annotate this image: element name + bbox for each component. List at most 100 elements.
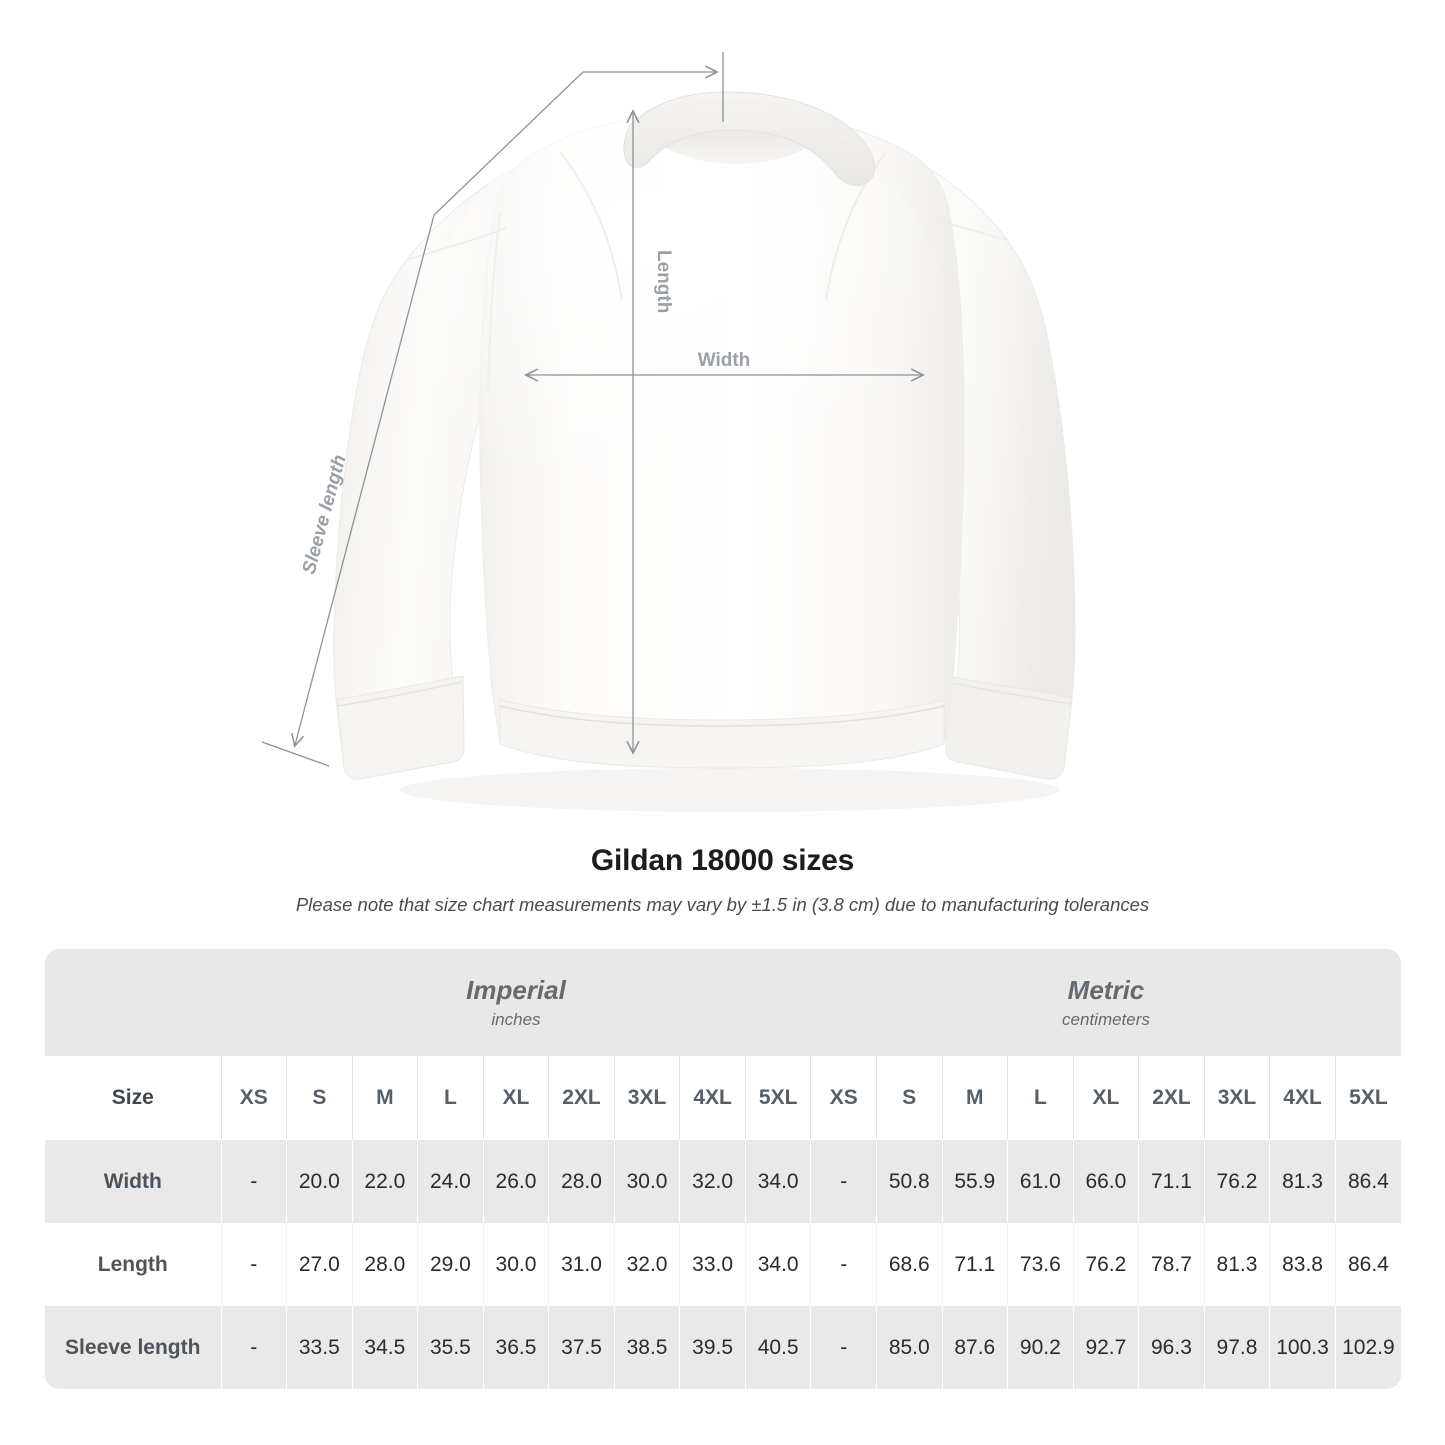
right-cuff (945, 675, 1073, 780)
size-header-imperial-3xl: 3XL (613, 1056, 680, 1140)
cell-sleeve-length-in-xs: - (220, 1306, 287, 1389)
page-title: Gildan 18000 sizes (590, 844, 855, 877)
cell-width-cm-2xl: 71.1 (1138, 1140, 1205, 1223)
size-header-imperial-xl: XL (482, 1056, 549, 1140)
unit-group-name: Metric (1067, 974, 1145, 1005)
size-header-metric-5xl: 5XL (1334, 1056, 1401, 1140)
unit-row-spacer (45, 949, 221, 1056)
cell-sleeve-length-cm-m: 87.6 (941, 1306, 1008, 1389)
cell-width-cm-xs: - (810, 1140, 877, 1223)
cell-sleeve-length-cm-s: 85.0 (875, 1306, 943, 1389)
cell-width-in-m: 22.0 (351, 1140, 418, 1223)
cell-sleeve-length-in-l: 35.5 (417, 1306, 484, 1389)
cell-width-in-l: 24.0 (417, 1140, 484, 1223)
size-header-metric-2xl: 2XL (1138, 1056, 1205, 1140)
table-row: Width -20.0 22.0 24.0 26.0 28.0 30.0 32.0 34.0-5… (45, 1140, 1401, 1223)
size-header-imperial-5xl: 5XL (744, 1056, 811, 1140)
length-label: Length (653, 250, 674, 313)
cell-sleeve-length-cm-5xl: 102.9 (1334, 1306, 1401, 1389)
cell-sleeve-length-in-xl: 36.5 (482, 1306, 549, 1389)
size-chart-table-wrapper: Imperial inches Metric centimeters Size XS S M L… (45, 949, 1401, 1389)
unit-group-subtitle: inches (491, 1009, 541, 1029)
cell-width-cm-m: 55.9 (941, 1140, 1008, 1223)
cell-length-in-3xl: 32.0 (613, 1223, 680, 1306)
cell-sleeve-length-cm-3xl: 97.8 (1203, 1306, 1270, 1389)
size-header-row: Size XS S M L XL 2XL 3XL 4XL 5XL XS S M L XL 2XL 3XL 4XL 5… (45, 1056, 1401, 1140)
cell-sleeve-length-cm-xl: 92.7 (1072, 1306, 1139, 1389)
cell-length-in-xs: - (220, 1223, 287, 1306)
size-header-metric-s: S (875, 1056, 943, 1140)
measurement-annotations (261, 52, 922, 767)
unit-group-metric: Metric centimeters (810, 949, 1401, 1056)
size-header-imperial-4xl: 4XL (679, 1056, 746, 1140)
cell-sleeve-length-in-4xl: 39.5 (679, 1306, 746, 1389)
cell-length-cm-5xl: 86.4 (1334, 1223, 1401, 1306)
measurement-label-length: Length (45, 1223, 221, 1306)
cell-length-cm-xs: - (810, 1223, 877, 1306)
sweatshirt-body (333, 91, 1076, 812)
measurement-label-sleeve-length: Sleeve length (45, 1306, 221, 1389)
cell-length-cm-xl: 76.2 (1072, 1223, 1139, 1306)
sleeve-length-dimension (261, 52, 724, 767)
cell-width-cm-3xl: 76.2 (1203, 1140, 1270, 1223)
cell-sleeve-length-cm-l: 90.2 (1007, 1306, 1074, 1389)
cell-sleeve-length-cm-xs: - (810, 1306, 877, 1389)
size-header-label: Size (45, 1056, 221, 1140)
cell-width-cm-5xl: 86.4 (1334, 1140, 1401, 1223)
unit-group-subtitle: centimeters (1062, 1009, 1150, 1029)
cell-sleeve-length-cm-2xl: 96.3 (1138, 1306, 1205, 1389)
unit-group-imperial: Imperial inches (221, 949, 811, 1056)
size-chart-table: Imperial inches Metric centimeters Size XS S M L… (45, 949, 1401, 1389)
cell-width-in-4xl: 32.0 (679, 1140, 746, 1223)
cell-sleeve-length-in-m: 34.5 (351, 1306, 418, 1389)
size-header-metric-4xl: 4XL (1269, 1056, 1336, 1140)
cell-length-in-m: 28.0 (351, 1223, 418, 1306)
size-header-metric-m: M (941, 1056, 1008, 1140)
cell-length-in-s: 27.0 (286, 1223, 353, 1306)
cell-length-in-xl: 30.0 (482, 1223, 549, 1306)
cell-sleeve-length-in-5xl: 40.5 (744, 1306, 811, 1389)
cell-sleeve-length-cm-4xl: 100.3 (1269, 1306, 1336, 1389)
cell-width-in-5xl: 34.0 (744, 1140, 811, 1223)
garment-diagram: Length Width Sleeve length (261, 52, 1076, 812)
cell-width-in-2xl: 28.0 (548, 1140, 615, 1223)
cell-width-cm-s: 50.8 (875, 1140, 943, 1223)
cell-length-in-2xl: 31.0 (548, 1223, 615, 1306)
cell-width-cm-4xl: 81.3 (1269, 1140, 1336, 1223)
tolerance-note: Please note that size chart measurements… (295, 894, 1150, 915)
size-header-metric-xs: XS (810, 1056, 877, 1140)
cell-length-in-5xl: 34.0 (744, 1223, 811, 1306)
waist-hem (499, 699, 945, 769)
cell-length-in-l: 29.0 (417, 1223, 484, 1306)
measurement-label-width: Width (45, 1140, 221, 1223)
garment-illustration: Length Width Sleeve length (261, 52, 1076, 812)
title-block: Gildan 18000 sizes Please note that size… (0, 842, 1445, 917)
cell-width-cm-xl: 66.0 (1072, 1140, 1139, 1223)
cell-length-cm-4xl: 83.8 (1269, 1223, 1336, 1306)
cell-width-in-xl: 26.0 (482, 1140, 549, 1223)
table-row: Sleeve length -33.5 34.5 35.5 36.5 37.5 38.5 39… (45, 1306, 1401, 1389)
cell-width-in-s: 20.0 (286, 1140, 353, 1223)
unit-group-row: Imperial inches Metric centimeters (45, 949, 1401, 1056)
cell-length-cm-m: 71.1 (941, 1223, 1008, 1306)
size-header-imperial-2xl: 2XL (548, 1056, 615, 1140)
cell-sleeve-length-in-3xl: 38.5 (613, 1306, 680, 1389)
size-header-imperial-xs: XS (220, 1056, 287, 1140)
size-header-metric-3xl: 3XL (1203, 1056, 1270, 1140)
cell-width-in-3xl: 30.0 (613, 1140, 680, 1223)
cell-width-cm-l: 61.0 (1007, 1140, 1074, 1223)
size-header-imperial-m: M (351, 1056, 418, 1140)
size-header-metric-l: L (1007, 1056, 1074, 1140)
size-header-imperial-l: L (417, 1056, 484, 1140)
size-header-metric-xl: XL (1072, 1056, 1139, 1140)
cell-length-cm-s: 68.6 (875, 1223, 943, 1306)
cell-length-cm-3xl: 81.3 (1203, 1223, 1270, 1306)
cell-length-cm-l: 73.6 (1007, 1223, 1074, 1306)
cell-length-cm-2xl: 78.7 (1138, 1223, 1205, 1306)
unit-group-name: Imperial (466, 974, 566, 1005)
cell-width-in-xs: - (220, 1140, 287, 1223)
size-header-imperial-s: S (286, 1056, 353, 1140)
left-cuff (336, 675, 465, 780)
width-label: Width (698, 350, 751, 371)
